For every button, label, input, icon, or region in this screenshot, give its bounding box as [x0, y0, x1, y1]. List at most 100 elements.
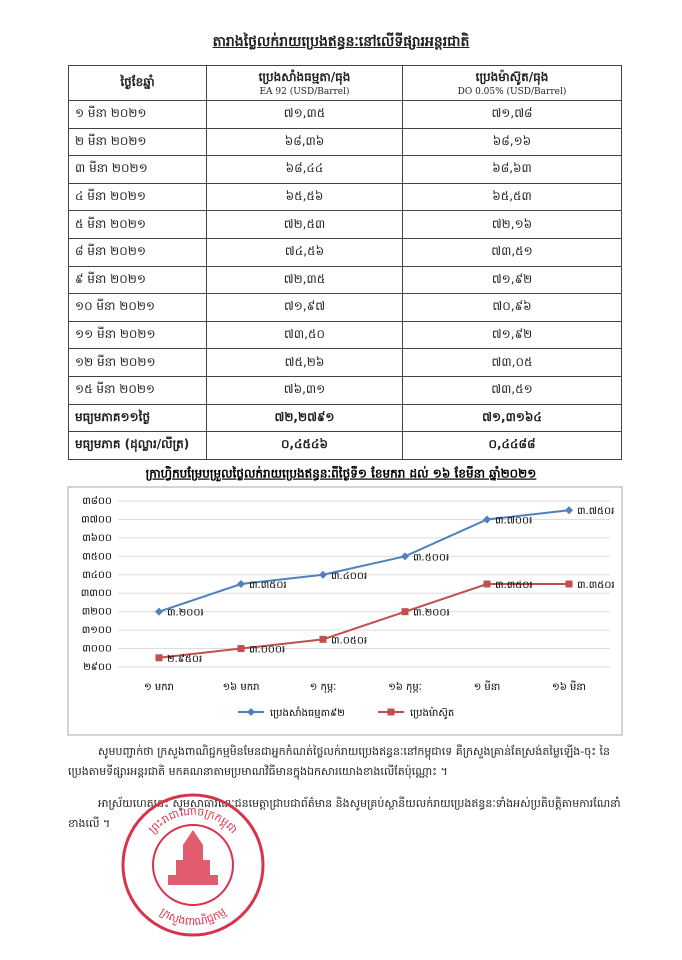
table-cell: ៧១,៩២ [402, 320, 622, 350]
y-tick-label: ៣០០០ [82, 644, 112, 655]
data-label: ៣.០០០៛ [249, 645, 285, 656]
x-tick-label: ១ មីនា [474, 680, 501, 693]
point [155, 654, 163, 662]
stamp-ring [121, 793, 265, 937]
y-tick-label: ៣៤០០ [82, 570, 112, 581]
table-cell: ៧៤,៥៦ [206, 237, 403, 267]
table-row: ៩ មីនា ២០២១ ៧២,៣៥ ៧១,៩២ [68, 265, 622, 295]
stamp: ព្រះរាជាណាចក្រកម្ពុជា ក្រសួងពាណិជ្ជកម្ម [121, 793, 265, 937]
table-cell: ៦៨,៦៣ [402, 155, 622, 184]
table-cell: ៧១,៩៧ [206, 293, 403, 322]
y-tick-label: ២៩០០ [83, 661, 112, 673]
table-cell: ០,៤៥៤៦ [206, 431, 403, 460]
x-tick-label: ១ មករា [144, 682, 174, 693]
data-label: ៣.០៥០៛ [331, 635, 367, 646]
table-cell: ៧១,៩២ [402, 265, 622, 295]
table-cell: ៧១,៣៥ [206, 100, 403, 129]
table-cell: ១ មីនា ២០២១ [68, 100, 207, 129]
table-row: ២ មីនា ២០២១ ៦៨,៣៦ ៦៨,១៦ [68, 127, 622, 157]
table-cell: ៥ មីនា ២០២១ [68, 210, 207, 239]
table-cell: ៧៦,៣១ [206, 375, 403, 405]
point [237, 580, 245, 588]
point [155, 607, 163, 616]
table-cell: ៧៣,៥១ [402, 375, 622, 405]
header-cell: ប្រេងសាំងធម្មតា/ធុង EA 92 (USD/Barrel) [206, 65, 403, 101]
point [483, 515, 491, 524]
stamp-ring [152, 824, 234, 906]
stamp-text: ក្រសួងពាណិជ្ជកម្ម [157, 905, 228, 928]
data-label: ៣.២០០៛ [167, 608, 204, 619]
table-cell: ៦៥,៥៦ [206, 182, 403, 212]
point [565, 580, 573, 588]
stamp-emblem [168, 830, 218, 885]
header-text: ប្រេងសាំងធម្មតា/ធុង [258, 70, 351, 84]
header-cell: ប្រេងម៉ាស៊ូត/ធុង DO 0.05% (USD/Barrel) [402, 65, 622, 101]
table-cell: ៩ មីនា ២០២១ [68, 265, 207, 295]
table-cell: ៧២,១៦ [402, 210, 622, 239]
x-tick-label: ១ កុម្ភៈ [310, 682, 337, 694]
table-cell: ៧៣,៥១ [402, 237, 622, 267]
legend-marker [247, 708, 255, 716]
series-line [158, 583, 569, 659]
header-cell: ថ្ងៃខែឆ្នាំ [68, 65, 207, 101]
y-tick-label: ៣២០០ [82, 607, 112, 618]
legend-label: ប្រេងសាំងធម្មតា៩២ [270, 706, 345, 719]
header-unit: DO 0.05% (USD/Barrel) [457, 87, 567, 97]
header-unit: EA 92 (USD/Barrel) [259, 87, 350, 97]
table-row: ៥ មីនា ២០២១ ៧២,៥៣ ៧២,១៦ [68, 210, 622, 239]
table-cell: ៧២,៣៥ [206, 265, 403, 295]
table-cell: ៤ មីនា ២០២១ [68, 182, 207, 212]
paragraph: សូមបញ្ជាក់ថា ក្រសួងពាណិជ្ជកម្មមិនមែនជាអ្… [68, 745, 611, 778]
chart: ក្រាហ្វិកបម្រែបម្រួលថ្លៃលក់រាយប្រេងឥន្ធន… [67, 466, 623, 736]
table-cell: ២ មីនា ២០២១ [68, 127, 207, 157]
series-line [158, 509, 570, 613]
table-cell: ៦៨,៤៤ [206, 155, 403, 184]
legend-marker [387, 708, 395, 716]
table-cell: ១២ មីនា ២០២១ [68, 348, 207, 377]
table-row: ១៥ មីនា ២០២១ ៧៦,៣១ ៧៣,៥១ [68, 375, 622, 405]
table-cell: មធ្យមភាគ១១ថ្ងៃ [68, 403, 207, 433]
y-tick-label: ៣៥០០ [82, 551, 112, 562]
table-cell: ៧០,៩៦ [402, 293, 622, 322]
table-row: មធ្យមភាគ (ដុល្លារ/លីត្រ) ០,៤៥៤៦ ០,៤៤៨៨ [68, 431, 622, 460]
price-table: ថ្ងៃខែឆ្នាំ ប្រេងសាំងធម្មតា/ធុង EA 92 (US… [68, 65, 622, 460]
table-cell: ៧២,៥៣ [206, 210, 403, 239]
chart-frame [67, 486, 623, 736]
table-cell: ១៥ មីនា ២០២១ [68, 375, 207, 405]
table-cell: ១១ មីនា ២០២១ [68, 320, 207, 350]
table-cell: ៧១,៧៨ [402, 100, 622, 129]
y-tick-label: ៣៣០០ [81, 588, 112, 599]
x-tick-label: ១៦ មីនា [552, 680, 586, 693]
table-row: ៤ មីនា ២០២១ ៦៥,៥៦ ៦៥,៥៣ [68, 182, 622, 212]
table-row: ៣ មីនា ២០២១ ៦៨,៤៤ ៦៨,៦៣ [68, 155, 622, 184]
table-cell: ៨ មីនា ២០២១ [68, 237, 207, 267]
table-row: មធ្យមភាគ១១ថ្ងៃ ៧២,២៧៩១ ៧១,៣១៦៤ [68, 403, 622, 433]
table-cell: ៧៣,០៥ [402, 348, 622, 377]
point [319, 635, 327, 643]
table-row: ១១ មីនា ២០២១ ៧៣,៥០ ៧១,៩២ [68, 320, 622, 350]
stamp-text: ក្រសួងពាណិជ្ជកម្ម [157, 905, 228, 928]
header-row: ថ្ងៃខែឆ្នាំ ប្រេងសាំងធម្មតា/ធុង EA 92 (US… [68, 65, 622, 101]
paragraph: អាស្រ័យហេតុនេះ សូមសាធារណៈជនមេត្តាជ្រាបជា… [68, 797, 621, 830]
point [483, 580, 491, 588]
x-tick-label: ១៦ កុម្ភៈ [388, 681, 422, 694]
point [401, 552, 409, 561]
table-cell: ៣ មីនា ២០២១ [68, 155, 207, 184]
y-tick-label: ៣៨០០ [82, 495, 112, 507]
data-label: ៣.៧០០៛ [495, 515, 532, 526]
table-cell: ០,៤៤៨៨ [402, 431, 622, 460]
table-row: ១០ មីនា ២០២១ ៧១,៩៧ ៧០,៩៦ [68, 293, 622, 322]
table-row: ១ មីនា ២០២១ ៧១,៣៥ ៧១,៧៨ [68, 100, 622, 129]
table-cell: មធ្យមភាគ (ដុល្លារ/លីត្រ) [68, 431, 207, 460]
y-tick-label: ៣៧០០ [81, 514, 112, 525]
table-cell: ៦៨,៣៦ [206, 127, 403, 157]
legend-label: ប្រេងម៉ាស៊ូត [410, 706, 454, 720]
x-tick-label: ១៦ មករា [223, 681, 260, 693]
header-text: ប្រេងម៉ាស៊ូត/ធុង [475, 70, 549, 84]
header-text: ថ្ងៃខែឆ្នាំ [120, 75, 155, 89]
data-label: ៣.៣៥០៛ [249, 580, 287, 591]
data-label: ៣.៣៥០៛ [495, 580, 533, 591]
title: តារាងថ្លៃលក់រាយប្រេងឥន្ធនៈនៅលើទីផ្សារអន្… [212, 34, 470, 50]
point [565, 506, 573, 515]
data-label: ៣.៧៥០៛ [577, 506, 614, 517]
